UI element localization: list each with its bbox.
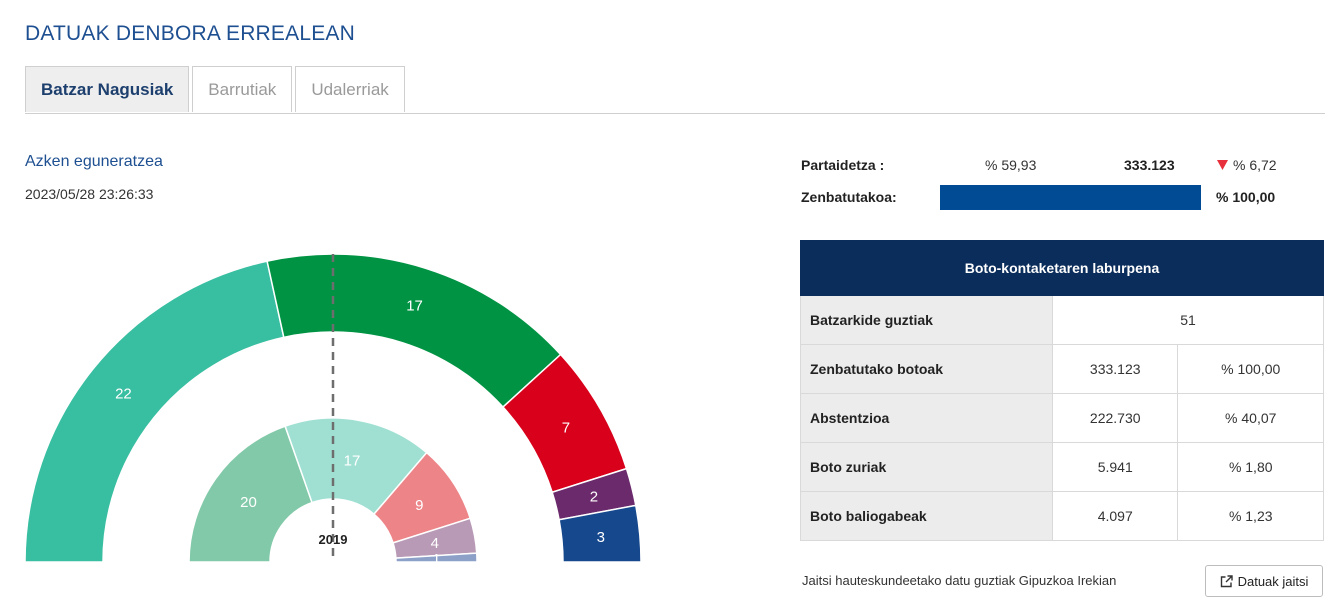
- summary-row-percent: % 40,07: [1177, 393, 1324, 443]
- summary-row-value: 222.730: [1051, 393, 1179, 443]
- summary-row-percent: % 1,23: [1177, 491, 1324, 541]
- counted-percent: % 100,00: [1216, 189, 1276, 205]
- inner-ring-segment: [395, 552, 478, 563]
- outer-ring-seat-label: 3: [597, 529, 605, 546]
- outer-ring-seat-label: 22: [115, 385, 132, 402]
- inner-ring-seat-label: 17: [344, 452, 361, 469]
- table-row: Zenbatutako botoak 333.123 % 100,00: [800, 344, 1324, 394]
- table-row: Batzarkide guztiak 51: [800, 295, 1324, 345]
- participation-label: Partaidetza :: [801, 157, 885, 173]
- participation-votes: 333.123: [1124, 157, 1175, 173]
- summary-row-label: Batzarkide guztiak: [800, 295, 1053, 345]
- vote-count-summary-table: Boto-kontaketaren laburpena Batzarkide g…: [800, 240, 1324, 541]
- page-title: DATUAK DENBORA ERREALEAN: [25, 22, 355, 45]
- tab-batzar-nagusiak[interactable]: Batzar Nagusiak: [25, 66, 190, 112]
- participation-change-value: % 6,72: [1233, 157, 1277, 173]
- tab-barrutiak[interactable]: Barrutiak: [192, 66, 293, 112]
- summary-row-value: 5.941: [1051, 442, 1179, 492]
- counted-progress-fill: [940, 185, 1201, 210]
- table-row: Boto zuriak 5.941 % 1,80: [800, 442, 1324, 492]
- outer-ring-seat-label: 7: [562, 420, 570, 437]
- table-row: Boto baliogabeak 4.097 % 1,23: [800, 491, 1324, 541]
- summary-row-value: 51: [1052, 295, 1324, 345]
- summary-row-value: 4.097: [1051, 491, 1179, 541]
- summary-header: Boto-kontaketaren laburpena: [800, 240, 1324, 296]
- tab-udalerriak[interactable]: Udalerriak: [295, 66, 405, 112]
- down-arrow-icon: [1217, 160, 1228, 170]
- tab-divider: [25, 113, 1325, 114]
- outer-ring: [24, 253, 642, 563]
- inner-ring-seat-label: 1: [432, 551, 440, 568]
- inner-ring: [188, 417, 478, 563]
- counted-progress-bar: [940, 185, 1201, 210]
- outer-ring-segment: [266, 253, 562, 409]
- participation-change: % 6,72: [1217, 157, 1277, 173]
- chart-center-label: 2019: [319, 532, 348, 547]
- summary-row-label: Abstentzioa: [800, 393, 1053, 443]
- download-data-button[interactable]: Datuak jaitsi: [1205, 565, 1323, 597]
- summary-row-value: 333.123: [1051, 344, 1179, 394]
- download-data-button-label: Datuak jaitsi: [1237, 573, 1309, 589]
- table-row: Abstentzioa 222.730 % 40,07: [800, 393, 1324, 443]
- counted-label: Zenbatutakoa:: [801, 189, 897, 205]
- participation-percent: % 59,93: [985, 157, 1037, 173]
- summary-row-label: Boto zuriak: [800, 442, 1053, 492]
- summary-row-percent: % 1,80: [1177, 442, 1324, 492]
- outer-ring-seat-label: 17: [406, 298, 423, 315]
- inner-ring-segment: [188, 425, 314, 563]
- summary-row-label: Zenbatutako botoak: [800, 344, 1053, 394]
- tab-bar: Batzar Nagusiak Barrutiak Udalerriak: [25, 66, 408, 114]
- outer-ring-seat-label: 2: [590, 488, 598, 505]
- outer-ring-segment: [558, 504, 642, 563]
- external-link-icon: [1220, 574, 1233, 587]
- summary-row-label: Boto baliogabeak: [800, 491, 1053, 541]
- inner-ring-seat-label: 4: [431, 535, 439, 552]
- summary-row-percent: % 100,00: [1177, 344, 1324, 394]
- download-description: Jaitsi hauteskundeetako datu guztiak Gip…: [802, 573, 1117, 588]
- summary-header-row: Boto-kontaketaren laburpena: [800, 240, 1324, 296]
- last-update-timestamp: 2023/05/28 23:26:33: [25, 186, 154, 202]
- inner-ring-seat-label: 20: [240, 494, 257, 511]
- last-update-title: Azken eguneratzea: [25, 153, 163, 170]
- inner-ring-seat-label: 9: [415, 497, 423, 514]
